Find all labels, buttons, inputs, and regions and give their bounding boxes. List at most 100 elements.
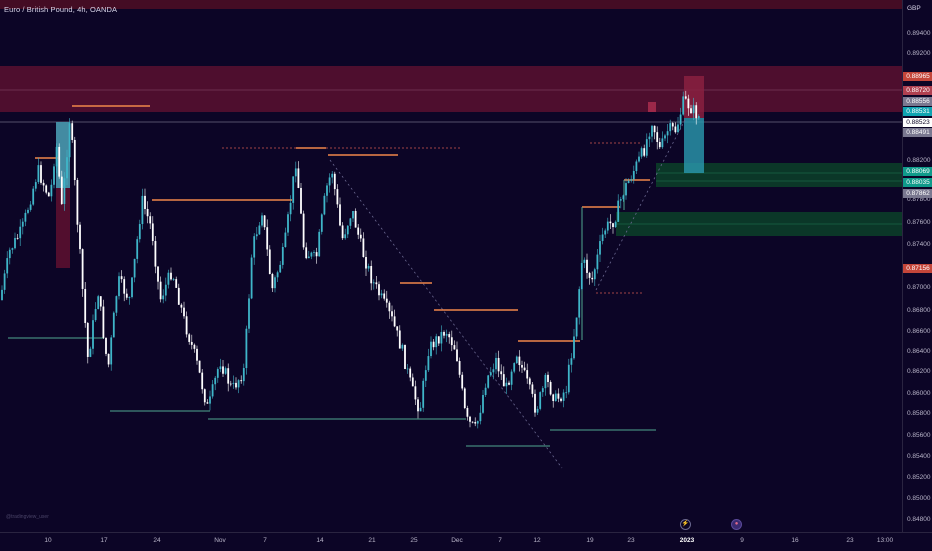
candle-body — [53, 166, 55, 185]
candle-body — [92, 320, 94, 349]
candle-body — [250, 257, 253, 299]
price-label: 0.86600 — [907, 328, 931, 335]
time-label: 17 — [100, 537, 108, 544]
candle-body — [3, 273, 6, 290]
candle-body — [24, 212, 27, 222]
candle-body — [458, 361, 461, 375]
time-label: Nov — [214, 537, 226, 544]
candle-body — [297, 168, 300, 188]
price-tag: 0.88531 — [903, 107, 932, 116]
candle-body — [318, 231, 321, 257]
candle-body — [565, 392, 568, 394]
candle-body — [362, 238, 365, 258]
candle-body — [513, 363, 516, 372]
candle-body — [596, 254, 599, 270]
candle-body — [141, 195, 144, 225]
candle-body — [619, 199, 622, 201]
candle-body — [133, 258, 136, 278]
candle-body — [89, 348, 92, 357]
chart-area[interactable]: Euro / British Pound, 4h, OANDA @trading… — [0, 0, 902, 532]
lightning-icon[interactable]: ⚡ — [680, 519, 691, 530]
time-label: 7 — [498, 537, 502, 544]
candle-body — [398, 330, 401, 349]
price-tag: 0.88720 — [903, 86, 932, 95]
candle-body — [476, 421, 479, 424]
candle-body — [567, 364, 570, 393]
candle-body — [466, 407, 469, 417]
candle-body — [372, 282, 375, 284]
candle-body — [560, 398, 562, 401]
candle-body — [326, 185, 328, 196]
candle-body — [170, 272, 172, 280]
flag-icon[interactable]: ● — [731, 519, 742, 530]
candle-body — [222, 366, 224, 374]
candle-body — [430, 341, 432, 357]
candle-body — [19, 226, 22, 239]
candle-body — [198, 360, 201, 373]
price-tag: 0.88069 — [903, 167, 932, 176]
time-label: 23 — [627, 537, 635, 544]
candle-body — [183, 307, 185, 317]
chart-title: Euro / British Pound, 4h, OANDA — [4, 5, 118, 14]
time-label: 12 — [533, 537, 541, 544]
candle-body — [289, 202, 292, 215]
candle-body — [149, 216, 152, 224]
candle-body — [320, 214, 323, 232]
candle-body — [440, 332, 443, 344]
time-label: 13:00 — [876, 537, 894, 544]
candle-body — [505, 382, 508, 387]
price-label: 0.85600 — [907, 432, 931, 439]
candle-body — [120, 276, 123, 280]
candle-body — [214, 377, 217, 385]
candle-body — [521, 365, 523, 368]
candle-body — [391, 311, 393, 317]
candle-body — [144, 195, 146, 209]
candle-body — [193, 344, 196, 349]
price-tag: 0.88035 — [903, 178, 932, 187]
price-axis[interactable]: GBP 0.89400 0.89200 0.88200 0.87800 0.87600 0… — [902, 0, 932, 532]
candle-body — [671, 123, 674, 127]
candle-body — [656, 132, 659, 143]
candle-body — [547, 374, 549, 382]
candle-body — [14, 237, 16, 249]
candle-body — [604, 230, 607, 235]
candle-body — [424, 370, 427, 381]
candle-body — [255, 234, 258, 237]
candle-body — [370, 266, 373, 284]
candle-body — [497, 357, 500, 372]
candle-body — [406, 368, 409, 370]
time-axis[interactable]: 10 17 24 Nov 7 14 21 25 Dec 7 12 19 23 2023 9 16 23 13:00… — [0, 519, 932, 551]
price-tag: 0.87156 — [903, 264, 932, 273]
candle-body — [8, 249, 11, 259]
candle-body — [474, 422, 477, 424]
time-label: 10 — [44, 537, 52, 544]
candle-body — [154, 241, 157, 267]
price-label: 0.89200 — [907, 50, 931, 57]
candle-body — [253, 236, 256, 258]
price-tag: 0.88556 — [903, 97, 932, 106]
candle-body — [393, 316, 396, 327]
price-label: 0.89400 — [907, 30, 931, 37]
candle-body — [344, 234, 347, 239]
candle-body — [606, 221, 609, 231]
candle-body — [456, 349, 458, 362]
candle-body — [346, 225, 349, 235]
candle-body — [94, 309, 97, 321]
candle-body — [180, 304, 183, 308]
candle-body — [648, 136, 651, 140]
price-label: 0.85200 — [907, 474, 931, 481]
time-label: 7 — [263, 537, 267, 544]
candle-body — [60, 176, 63, 204]
candle-body — [190, 341, 193, 345]
candle-body — [240, 380, 243, 382]
candle-body — [227, 368, 230, 384]
candle-body — [482, 395, 484, 413]
candle-body — [177, 287, 180, 305]
candle-body — [279, 264, 282, 273]
price-chart[interactable] — [0, 0, 902, 532]
price-tag: 0.88523 — [903, 118, 932, 127]
candle-body — [341, 225, 344, 239]
currency-label: GBP — [907, 5, 921, 12]
candle-body — [549, 381, 552, 395]
price-label: 0.86400 — [907, 348, 931, 355]
